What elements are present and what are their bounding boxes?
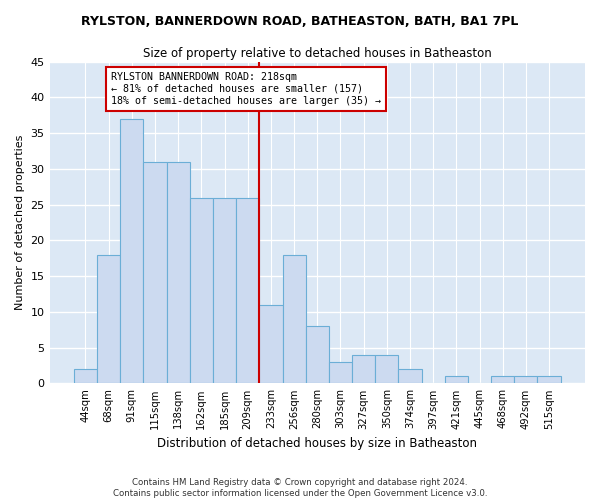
Bar <box>538 376 560 384</box>
Bar <box>514 376 538 384</box>
Bar <box>398 369 422 384</box>
Bar <box>213 198 236 384</box>
Bar <box>329 362 352 384</box>
Text: Contains HM Land Registry data © Crown copyright and database right 2024.
Contai: Contains HM Land Registry data © Crown c… <box>113 478 487 498</box>
Bar <box>352 355 375 384</box>
Bar <box>283 254 305 384</box>
Bar <box>491 376 514 384</box>
Bar <box>143 162 167 384</box>
Bar <box>74 369 97 384</box>
Bar <box>236 198 259 384</box>
Bar <box>259 305 283 384</box>
Bar <box>97 254 120 384</box>
Title: Size of property relative to detached houses in Batheaston: Size of property relative to detached ho… <box>143 48 491 60</box>
X-axis label: Distribution of detached houses by size in Batheaston: Distribution of detached houses by size … <box>157 437 477 450</box>
Bar <box>167 162 190 384</box>
Bar <box>445 376 468 384</box>
Text: RYLSTON BANNERDOWN ROAD: 218sqm
← 81% of detached houses are smaller (157)
18% o: RYLSTON BANNERDOWN ROAD: 218sqm ← 81% of… <box>111 72 381 106</box>
Bar <box>305 326 329 384</box>
Y-axis label: Number of detached properties: Number of detached properties <box>15 135 25 310</box>
Bar <box>375 355 398 384</box>
Bar <box>120 119 143 384</box>
Bar <box>190 198 213 384</box>
Text: RYLSTON, BANNERDOWN ROAD, BATHEASTON, BATH, BA1 7PL: RYLSTON, BANNERDOWN ROAD, BATHEASTON, BA… <box>82 15 518 28</box>
